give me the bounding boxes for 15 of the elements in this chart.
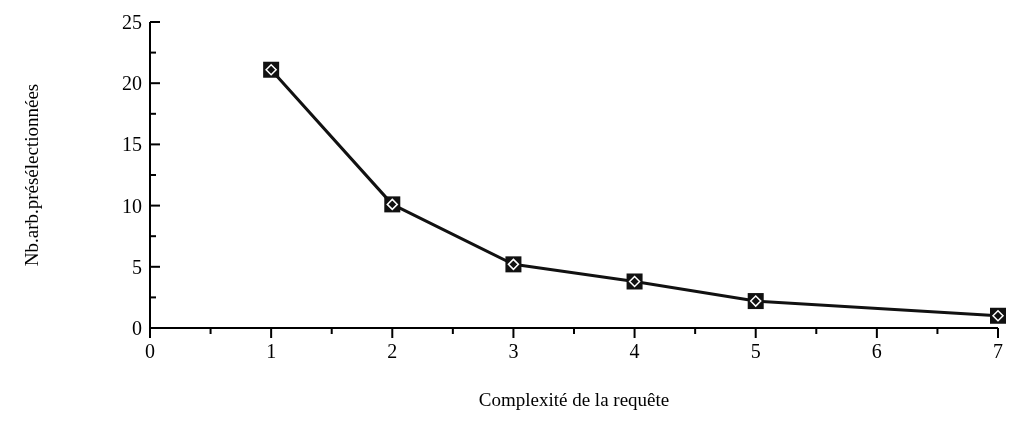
x-tick-label: 2 [387,340,398,362]
x-tick-label: 1 [266,340,277,362]
y-axis-title: Nb.arb.présélectionnées [21,83,42,267]
x-axis-title: Complexité de la requête [478,389,670,410]
x-tick-label: 4 [629,340,640,362]
y-tick-label: 15 [122,133,142,156]
y-tick-label: 10 [122,194,142,217]
y-tick-label: 25 [122,11,142,33]
y-tick-label: 5 [132,255,142,278]
x-tick-label: 5 [750,340,761,362]
y-tick-label: 20 [122,72,142,95]
x-tick-label: 6 [871,340,882,362]
y-tick-label: 0 [132,317,142,339]
x-tick-label: 3 [508,340,519,362]
x-tick-label: 7 [993,340,1003,362]
